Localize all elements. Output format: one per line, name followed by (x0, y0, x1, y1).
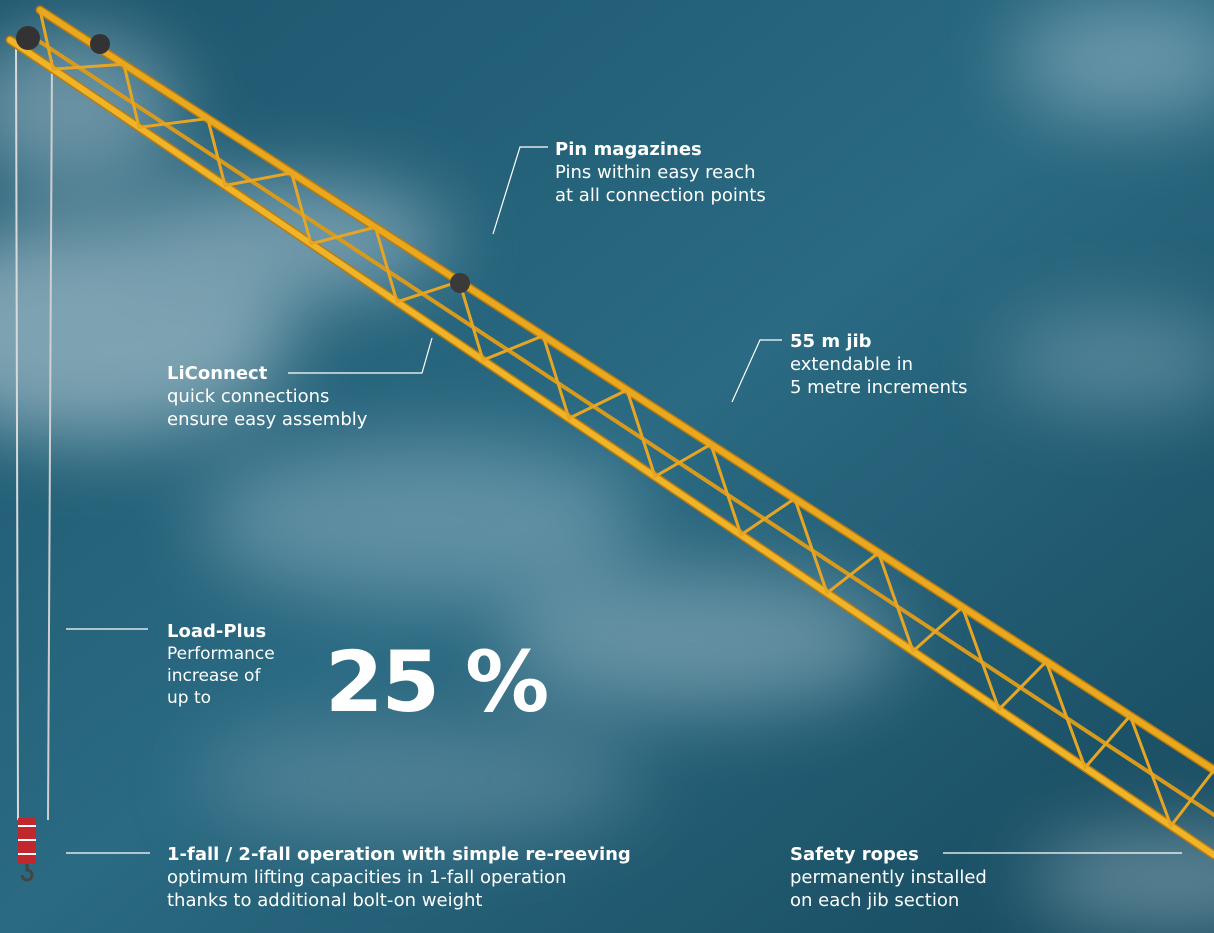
callout-line: extendable in (790, 354, 914, 375)
jib-brace (38, 8, 55, 71)
callout-line: at all connection points (555, 185, 766, 206)
jib-brace (122, 62, 141, 129)
jib-brace (373, 225, 399, 304)
callout-title: Pin magazines (555, 139, 702, 160)
jib-brace (206, 117, 227, 188)
jib-brace (997, 659, 1048, 711)
callout-line: thanks to additional bolt-on weight (167, 890, 483, 911)
callout-jib: 55 m jib extendable in 5 metre increment… (790, 330, 967, 399)
callout-title: LiConnect (167, 363, 268, 384)
jib-brace (567, 388, 629, 420)
jib-brace (1083, 714, 1132, 770)
leader-liconnect (288, 337, 433, 374)
jib-brace (290, 171, 313, 246)
callout-liconnect: LiConnect quick connections ensure easy … (167, 362, 367, 431)
callout-pin-magazines: Pin magazines Pins within easy reach at … (555, 138, 766, 207)
callout-line: on each jib section (790, 890, 960, 911)
callout-line: 5 metre increments (790, 377, 968, 398)
leader-jib (731, 339, 782, 403)
callout-fall-operation: 1-fall / 2-fall operation with simple re… (167, 843, 631, 912)
jib-brace (911, 605, 964, 653)
hoist-ropes (15, 39, 53, 821)
jib-brace (739, 497, 797, 537)
jib-brace (793, 497, 829, 595)
jib-brace (309, 225, 377, 246)
callout-line: permanently installed (790, 867, 987, 888)
jib-brace (481, 334, 545, 362)
jib-brace (457, 279, 485, 362)
callout-title: Load-Plus (167, 621, 267, 642)
jib-brace (877, 551, 915, 653)
callout-line: optimum lifting capacities in 1-fall ope… (167, 867, 567, 888)
callout-line: Pins within easy reach (555, 162, 756, 183)
hook-block (18, 818, 36, 882)
jib-brace (395, 279, 461, 304)
jib-brace (709, 442, 743, 537)
jib-brace (825, 551, 881, 595)
jib-brace (541, 334, 571, 420)
callout-line: up to (167, 688, 212, 708)
leader-lines (66, 146, 1182, 854)
callout-safety-ropes: Safety ropes permanently installed on ea… (790, 843, 987, 912)
jib-brace (653, 442, 713, 479)
jib-brace (223, 171, 294, 188)
jib-brace (1128, 714, 1173, 828)
callout-title: 55 m jib (790, 331, 872, 352)
callout-line: Performance (167, 644, 275, 664)
crane-jib (5, 5, 1214, 860)
callout-line: ensure easy assembly (167, 409, 368, 430)
jib-brace (960, 605, 1001, 711)
callout-load-plus: Load-Plus Performance increase of up to (167, 620, 275, 709)
load-plus-percentage: 25 % (325, 633, 549, 731)
callout-line: quick connections (167, 386, 330, 407)
jib-brace (1044, 659, 1087, 770)
jib-brace (625, 388, 657, 479)
callout-title: 1-fall / 2-fall operation with simple re… (167, 844, 631, 865)
jib-brace (1169, 768, 1214, 828)
jib-head (16, 26, 470, 293)
callout-title: Safety ropes (790, 844, 919, 865)
jib-brace (51, 62, 126, 71)
leader-pin-magazines (492, 146, 548, 235)
callout-line: increase of (167, 666, 261, 686)
jib-brace (137, 117, 210, 129)
